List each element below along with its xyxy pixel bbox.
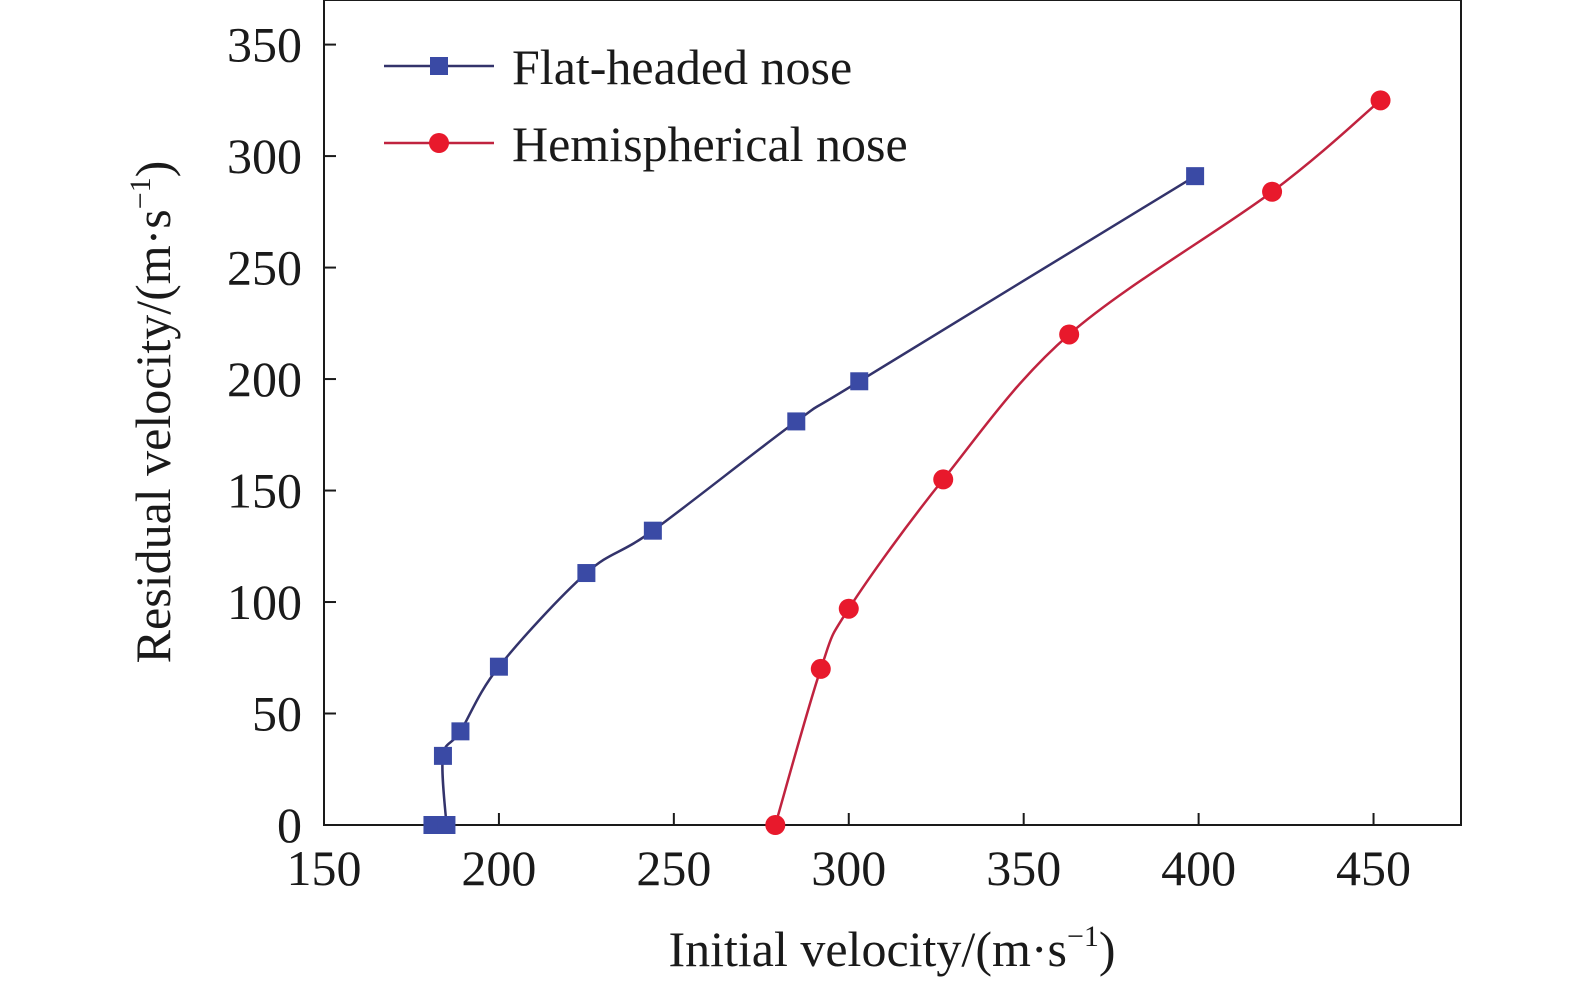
x-tick-label: 350 [986, 840, 1061, 896]
hemispherical-data-point [1370, 90, 1391, 111]
flat-headed-data-point [787, 412, 806, 431]
flat-headed-data-point [489, 657, 508, 676]
flat-headed-series-line [441, 175, 1196, 826]
flat-headed-data-point [1186, 167, 1205, 186]
flat-headed-data-point [850, 372, 869, 391]
y-tick-label: 300 [227, 128, 302, 184]
legend: Flat-headed nose Hemispherical nose [384, 39, 908, 172]
hemispherical-data-point [838, 598, 859, 619]
legend-marker-flat-headed [430, 57, 448, 75]
y-tick-label: 200 [227, 351, 302, 407]
hemispherical-series-line [774, 99, 1382, 826]
x-axis-title: Initial velocity/(m·s−1) [668, 920, 1115, 977]
flat-headed-data-point [577, 564, 596, 583]
x-tick-label: 150 [287, 840, 362, 896]
x-tick-label: 400 [1161, 840, 1236, 896]
legend-label-flat-headed: Flat-headed nose [512, 39, 852, 95]
x-tick-label: 250 [636, 840, 711, 896]
x-tick-label: 300 [811, 840, 886, 896]
legend-label-hemispherical: Hemispherical nose [512, 116, 908, 172]
y-tick-label: 0 [277, 797, 302, 853]
y-tick-label: 250 [227, 240, 302, 296]
flat-headed-data-point [451, 722, 470, 741]
flat-headed-data-point [643, 521, 662, 540]
x-tick-label: 200 [461, 840, 536, 896]
y-tick-label: 100 [227, 574, 302, 630]
hemispherical-data-point [1262, 181, 1283, 202]
hemispherical-data-point [933, 469, 954, 490]
plot-frame [323, 0, 1462, 826]
axis-ticks: 150 200 250 300 350 400 450 0 50 100 150 200 250 300 3… [227, 17, 1411, 896]
hemispherical-data-point [1059, 324, 1080, 345]
y-tick-label: 50 [252, 686, 302, 742]
series-lines [441, 99, 1382, 826]
flat-headed-data-point [433, 746, 452, 765]
y-tick-label: 150 [227, 463, 302, 519]
x-tick-label: 450 [1336, 840, 1411, 896]
legend-marker-hemispherical [429, 133, 449, 153]
y-axis-title: Residual velocity/(m·s−1) [124, 161, 181, 664]
hemispherical-data-point [810, 658, 831, 679]
series-markers [423, 90, 1391, 835]
y-tick-label: 350 [227, 17, 302, 73]
hemispherical-data-point [765, 815, 786, 835]
flat-headed-data-point [437, 816, 456, 834]
